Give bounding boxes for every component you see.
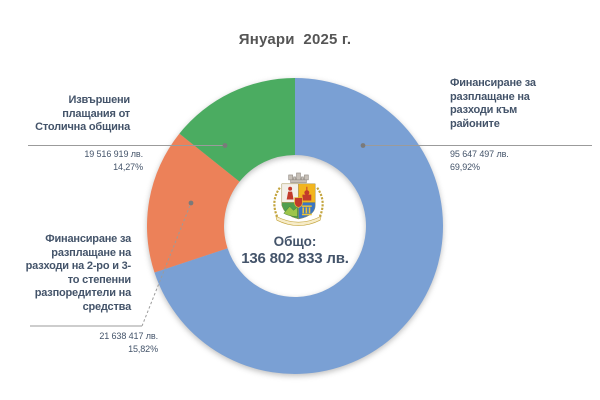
leader-dot-orange <box>188 200 194 206</box>
figure-mountain <box>283 206 298 217</box>
mural-crown <box>288 172 309 184</box>
sofia-coat-of-arms-icon <box>267 172 330 231</box>
callout-values-orange-slice: 21 638 417 лв. 15,82% <box>48 330 158 356</box>
figure-sofia <box>286 186 294 200</box>
value-label: 21 638 417 лв. <box>99 331 158 341</box>
callout-label-blue-slice: Финансиране за разплащане на разходи към… <box>450 77 536 130</box>
chart-title: Януари 2025 г. <box>238 31 352 48</box>
leader-dot-blue <box>360 143 366 148</box>
laurel-right <box>316 187 324 219</box>
doughnut-slice-0 <box>154 78 443 375</box>
percent-label: 69,92% <box>450 162 480 172</box>
total-value: 136 802 833 лв. <box>241 250 349 267</box>
figure-temple <box>301 205 312 216</box>
motto-ribbon <box>275 215 322 226</box>
total-label: Общо: <box>273 234 317 249</box>
callout-values-green-slice: 19 516 919 лв. 14,27% <box>33 148 143 174</box>
percent-label: 14,27% <box>113 162 143 172</box>
value-label: 95 647 497 лв. <box>450 149 509 159</box>
callout-values-blue-slice: 95 647 497 лв. 69,92% <box>450 148 560 174</box>
percent-label: 15,82% <box>128 344 158 354</box>
callout-label-green-slice: Извършени плащания от Столична община <box>35 94 130 133</box>
laurel-left <box>273 187 281 219</box>
inescutcheon <box>294 197 303 208</box>
center-total: Общо: 136 802 833 лв. <box>175 233 415 268</box>
leader-line-orange-diagonal <box>141 202 192 327</box>
callout-label-orange-slice: Финансиране за разплащане на разходи на … <box>25 233 132 313</box>
figure-church <box>302 186 312 201</box>
doughnut-slice-2 <box>179 78 295 182</box>
value-label: 19 516 919 лв. <box>84 149 143 159</box>
leader-dot-green <box>222 143 228 148</box>
